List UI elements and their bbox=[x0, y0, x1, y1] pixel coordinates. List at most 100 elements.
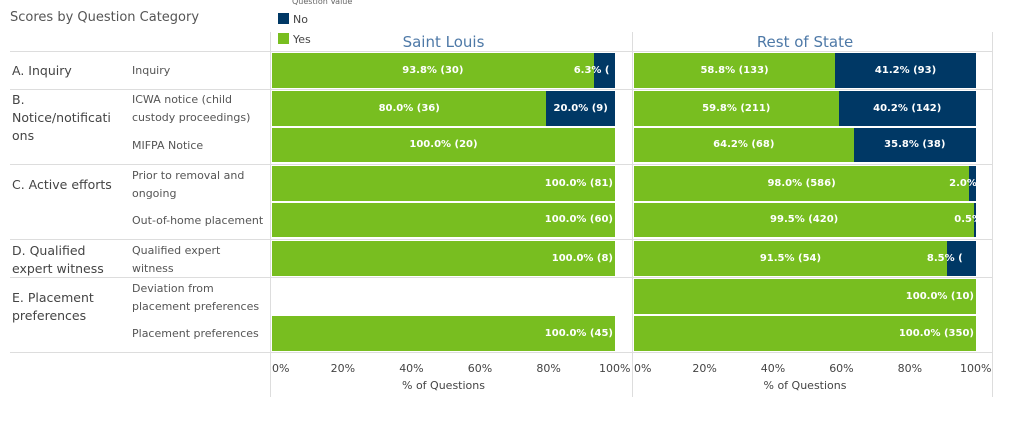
category-label: Qualified expert bbox=[132, 244, 221, 257]
bar-label-yes: 98.0% (586) bbox=[767, 177, 836, 189]
bar-label-yes: 100.0% (81) bbox=[544, 177, 613, 189]
category-group-label: expert witness bbox=[12, 261, 104, 276]
category-group-label: C. Active efforts bbox=[12, 177, 112, 192]
category-label: Placement preferences bbox=[132, 327, 259, 340]
bar-label-yes: 64.2% (68) bbox=[713, 139, 775, 150]
row-divider bbox=[10, 352, 992, 353]
bar-yes[interactable] bbox=[634, 203, 975, 237]
x-tick-label: 40% bbox=[760, 362, 786, 375]
bar-label-no: 41.2% (93) bbox=[874, 64, 937, 76]
x-tick-label: 80% bbox=[536, 362, 561, 375]
panel-title: Saint Louis bbox=[402, 33, 485, 51]
row-divider bbox=[10, 89, 992, 90]
legend-swatch-yes bbox=[278, 33, 289, 44]
x-tick-label: 60% bbox=[829, 362, 854, 375]
legend-item-no[interactable]: No bbox=[278, 13, 308, 26]
category-group-label: Notice/notificati bbox=[12, 110, 111, 125]
bar-label-yes: 59.8% (211) bbox=[702, 102, 771, 114]
x-tick-label: 100% bbox=[960, 362, 992, 375]
category-group-label: A. Inquiry bbox=[12, 63, 72, 78]
bar-label-yes: 91.5% (54) bbox=[759, 252, 822, 264]
legend-label: Yes bbox=[293, 33, 311, 46]
x-tick-label: 100% bbox=[599, 362, 631, 375]
x-tick-label: 20% bbox=[692, 362, 717, 375]
bar-label-no: 2.0% ( bbox=[949, 177, 976, 189]
category-label: Inquiry bbox=[132, 64, 171, 77]
bar-label-yes: 100.0% (10) bbox=[905, 290, 974, 302]
row-divider bbox=[10, 277, 992, 278]
bar-label-no: 8.5% ( bbox=[926, 252, 963, 264]
category-label: ICWA notice (child bbox=[132, 93, 233, 106]
bar-yes[interactable] bbox=[272, 128, 615, 162]
bar-yes[interactable] bbox=[634, 166, 970, 201]
panel-divider bbox=[992, 32, 993, 397]
category-label: Deviation from bbox=[132, 282, 214, 295]
bar-yes[interactable] bbox=[634, 241, 947, 276]
bar-no[interactable] bbox=[974, 203, 976, 237]
bar-label-no: 40.2% (142) bbox=[873, 102, 942, 114]
x-tick-label: 20% bbox=[330, 362, 356, 375]
bar-label-yes: 100.0% (60) bbox=[544, 214, 613, 225]
bar-label-no: 0.5% bbox=[954, 214, 976, 225]
bar-yes[interactable] bbox=[634, 91, 839, 126]
bar-label-no: 35.8% (38) bbox=[884, 139, 946, 150]
bar-no[interactable] bbox=[853, 128, 976, 162]
bar-yes[interactable] bbox=[634, 128, 854, 162]
bar-label-yes: 99.5% (420) bbox=[770, 214, 839, 225]
panel-plot: 93.8% (30) 6.3% ( 80.0% (36) 20.0% (9) 100.0… bbox=[272, 0, 615, 427]
panel-divider bbox=[270, 32, 271, 397]
bar-no[interactable] bbox=[546, 91, 615, 126]
bar-yes[interactable] bbox=[272, 203, 615, 237]
legend-swatch-no bbox=[278, 13, 289, 24]
category-label: Out-of-home placement bbox=[132, 214, 264, 227]
category-group-label: ons bbox=[12, 128, 35, 143]
bar-no[interactable] bbox=[838, 91, 976, 126]
bar-label-no: 20.0% (9) bbox=[553, 102, 608, 114]
panel-plot: 58.8% (133) 41.2% (93) 59.8% (211) 40.2% (1… bbox=[634, 0, 976, 427]
x-tick-label: 0% bbox=[272, 362, 290, 375]
chart-title: Scores by Question Category bbox=[10, 10, 200, 25]
row-divider bbox=[10, 239, 992, 240]
bar-yes[interactable] bbox=[272, 91, 547, 126]
x-tick-label: 0% bbox=[634, 362, 652, 375]
bar-label-yes: 100.0% (350) bbox=[898, 327, 974, 339]
category-label: custody proceedings) bbox=[132, 111, 251, 124]
panel-divider bbox=[632, 32, 633, 397]
x-axis-title: % of Questions bbox=[763, 379, 847, 392]
row-divider bbox=[10, 164, 992, 165]
legend-label: No bbox=[293, 13, 308, 26]
legend-item-yes[interactable]: Yes bbox=[278, 33, 311, 46]
category-label: witness bbox=[132, 262, 174, 275]
bar-label-yes: 100.0% (20) bbox=[409, 139, 478, 150]
bar-label-yes: 100.0% (8) bbox=[551, 252, 613, 264]
bar-label-no: 6.3% ( bbox=[573, 64, 610, 76]
legend-header: Question Value bbox=[292, 0, 353, 6]
bar-yes[interactable] bbox=[634, 53, 836, 88]
bar-yes[interactable] bbox=[272, 166, 615, 201]
category-group-label: B. bbox=[12, 92, 25, 107]
bar-label-yes: 58.8% (133) bbox=[700, 64, 769, 76]
category-group-label: D. Qualified bbox=[12, 243, 86, 258]
bar-label-yes: 80.0% (36) bbox=[378, 102, 440, 114]
x-tick-label: 60% bbox=[467, 362, 493, 375]
category-group-label: preferences bbox=[12, 308, 87, 323]
x-tick-label: 80% bbox=[897, 362, 923, 375]
x-tick-label: 40% bbox=[399, 362, 424, 375]
bar-no[interactable] bbox=[969, 166, 976, 201]
bar-label-yes: 100.0% (45) bbox=[544, 327, 613, 339]
panel-title: Rest of State bbox=[756, 33, 854, 51]
row-divider bbox=[10, 51, 992, 52]
bar-yes[interactable] bbox=[272, 241, 615, 276]
category-label: placement preferences bbox=[132, 300, 260, 313]
bar-yes[interactable] bbox=[634, 316, 976, 351]
bar-no[interactable] bbox=[593, 53, 615, 88]
bar-yes[interactable] bbox=[634, 279, 976, 314]
bar-no[interactable] bbox=[835, 53, 976, 88]
bar-label-yes: 93.8% (30) bbox=[402, 64, 464, 76]
bar-yes[interactable] bbox=[272, 316, 615, 351]
bar-no[interactable] bbox=[946, 241, 976, 276]
bar-yes[interactable] bbox=[272, 53, 594, 88]
x-axis-title: % of Questions bbox=[402, 379, 485, 392]
category-group-label: E. Placement bbox=[12, 290, 94, 305]
